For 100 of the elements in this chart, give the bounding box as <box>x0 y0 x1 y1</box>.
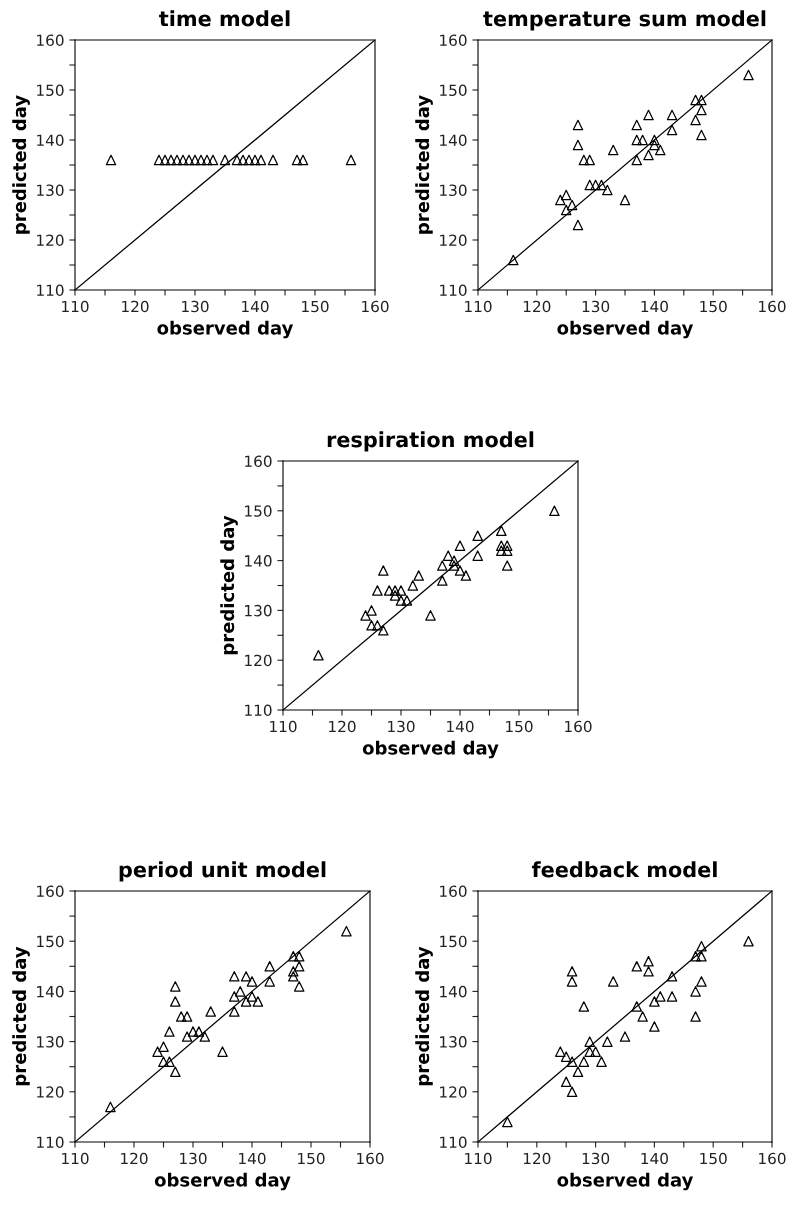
point <box>472 530 483 541</box>
y-tick-label: 110 <box>37 284 64 297</box>
point <box>193 1026 205 1037</box>
x-axis-title: observed day <box>557 320 694 339</box>
point <box>566 966 578 977</box>
point <box>619 1031 631 1042</box>
x-axis-title: observed day <box>557 1172 694 1191</box>
point <box>288 966 299 977</box>
point <box>649 996 660 1007</box>
point <box>566 1086 578 1098</box>
point <box>584 154 596 166</box>
y-tick-label: 160 <box>245 455 272 468</box>
point <box>572 119 584 131</box>
point <box>442 550 454 561</box>
point <box>164 1056 175 1067</box>
point <box>643 109 654 121</box>
point <box>631 154 643 166</box>
x-tick-label: 120 <box>523 1152 551 1165</box>
x-tick-label: 110 <box>62 300 89 313</box>
point <box>649 134 660 146</box>
x-tick-label: 160 <box>759 1152 786 1165</box>
point <box>631 1001 643 1012</box>
x-tick-label: 130 <box>582 1152 610 1165</box>
point <box>437 575 448 586</box>
point <box>175 1011 187 1022</box>
point <box>252 996 264 1007</box>
x-tick-label: 160 <box>759 300 786 313</box>
y-tick-label: 130 <box>440 1036 467 1048</box>
x-tick-label: 130 <box>180 1152 207 1165</box>
point <box>696 94 707 106</box>
point <box>170 1066 181 1078</box>
point <box>240 996 252 1007</box>
point <box>217 1046 228 1057</box>
point <box>378 565 389 576</box>
point <box>631 119 643 131</box>
point <box>637 134 648 146</box>
point <box>170 996 181 1007</box>
y-tick-label: 110 <box>37 1136 64 1149</box>
point <box>560 204 572 216</box>
point <box>654 991 666 1002</box>
y-axis-title: predicted day <box>12 946 30 1086</box>
point <box>425 610 436 621</box>
point <box>437 560 448 571</box>
y-tick-label: 150 <box>245 505 272 517</box>
point <box>584 1036 596 1047</box>
point <box>313 649 324 661</box>
y-tick-label: 140 <box>37 134 64 147</box>
x-tick-label: 120 <box>329 720 356 733</box>
point <box>288 971 299 982</box>
point <box>560 1051 572 1062</box>
x-tick-label: 120 <box>122 300 149 313</box>
x-tick-label: 130 <box>582 300 610 313</box>
point <box>413 570 424 581</box>
x-tick-label: 110 <box>62 1152 89 1165</box>
point <box>454 540 466 551</box>
point <box>549 505 560 517</box>
y-tick-label: 160 <box>37 34 64 47</box>
point <box>164 1026 175 1037</box>
point <box>602 1036 613 1047</box>
point <box>696 950 707 962</box>
x-axis-title: observed day <box>157 320 294 339</box>
point <box>496 540 507 551</box>
point <box>666 109 678 121</box>
point <box>158 1056 169 1067</box>
point <box>448 560 460 571</box>
chart-title: feedback model <box>531 861 717 878</box>
point <box>596 179 607 191</box>
y-tick-label: 130 <box>440 184 467 197</box>
point <box>690 1011 701 1022</box>
x-tick-label: 150 <box>700 300 727 313</box>
point <box>584 1046 596 1057</box>
point <box>590 1046 601 1057</box>
point <box>643 966 654 977</box>
x-tick-label: 150 <box>298 1152 325 1165</box>
y-tick-label: 160 <box>440 885 467 898</box>
point <box>454 565 466 576</box>
x-tick-label: 160 <box>357 1152 384 1165</box>
point <box>566 199 578 211</box>
point <box>496 545 507 556</box>
point <box>246 991 258 1002</box>
point <box>649 139 660 151</box>
y-tick-label: 120 <box>440 234 467 247</box>
point <box>341 925 352 937</box>
point <box>460 570 472 581</box>
y-tick-label: 140 <box>37 985 64 998</box>
y-tick-label: 160 <box>37 885 64 898</box>
point <box>234 986 246 997</box>
chart-title: respiration model <box>327 431 534 452</box>
y-axis-title: predicted day <box>415 946 433 1086</box>
point <box>690 950 701 962</box>
point <box>696 940 707 952</box>
point <box>596 1056 607 1067</box>
point <box>264 976 275 987</box>
y-tick-label: 120 <box>37 1086 64 1098</box>
y-tick-label: 140 <box>245 555 272 567</box>
x-tick-label: 110 <box>465 300 492 313</box>
point <box>560 1076 572 1088</box>
point <box>555 194 566 206</box>
y-tick-label: 150 <box>440 935 467 948</box>
point <box>472 550 483 561</box>
